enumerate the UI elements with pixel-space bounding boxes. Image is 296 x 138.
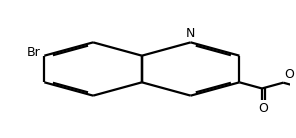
Text: O: O (284, 68, 294, 81)
Text: O: O (258, 102, 268, 115)
Text: Br: Br (26, 47, 40, 59)
Text: N: N (186, 27, 195, 40)
